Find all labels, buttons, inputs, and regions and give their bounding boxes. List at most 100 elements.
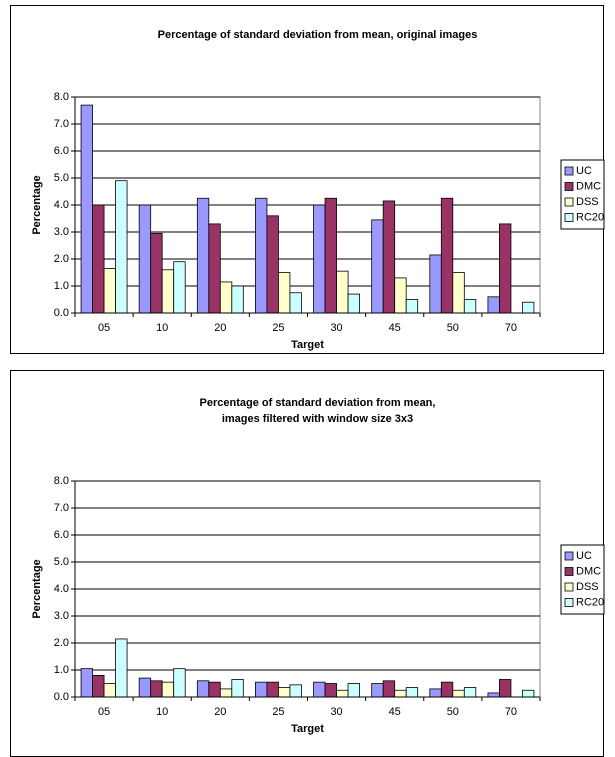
- bar: [173, 261, 186, 314]
- bar: [394, 689, 407, 698]
- chart-title: Percentage of standard deviation from me…: [200, 397, 436, 409]
- bar: [196, 680, 210, 698]
- bar: [313, 204, 326, 314]
- bar: [382, 200, 396, 314]
- y-tick-label: 4.0: [54, 583, 69, 595]
- legend-swatch: [564, 598, 574, 607]
- y-tick-label: 5.0: [54, 556, 69, 568]
- bar: [371, 219, 384, 314]
- x-tick-label: 45: [389, 706, 401, 718]
- bar: [208, 681, 221, 698]
- y-tick-label: 0.0: [54, 307, 69, 319]
- bar: [452, 272, 465, 314]
- y-tick-label: 2.0: [54, 253, 69, 265]
- bar: [161, 681, 175, 698]
- bar: [522, 301, 535, 314]
- y-tick-label: 1.0: [54, 664, 69, 676]
- x-tick-label: 10: [156, 322, 168, 334]
- x-tick-label: 30: [330, 322, 342, 334]
- bar: [463, 299, 477, 314]
- bar: [499, 223, 512, 314]
- bar: [289, 684, 302, 698]
- legend-swatch: [564, 197, 574, 207]
- x-tick-label: 70: [505, 322, 517, 334]
- bar: [161, 269, 175, 314]
- bar: [487, 692, 500, 698]
- y-tick-label: 8.0: [54, 91, 69, 103]
- x-tick-label: 10: [156, 706, 168, 718]
- bar: [138, 204, 152, 314]
- x-tick-label: 25: [272, 322, 284, 334]
- bar: [429, 688, 442, 698]
- bar: [278, 687, 291, 698]
- bar: [196, 197, 210, 314]
- legend-label: DMC: [576, 180, 601, 192]
- bar: [80, 104, 93, 314]
- legend-label: RC20: [576, 211, 604, 223]
- bar: [231, 679, 244, 698]
- y-tick-label: 3.0: [54, 610, 69, 622]
- bar: [487, 296, 500, 314]
- bar: [394, 277, 407, 314]
- x-tick-label: 05: [98, 322, 110, 334]
- y-tick-label: 6.0: [54, 529, 69, 541]
- bar: [231, 285, 244, 314]
- bar: [103, 268, 116, 314]
- legend-swatch: [564, 166, 574, 176]
- legend-swatch: [564, 182, 574, 191]
- bar: [289, 292, 302, 314]
- bar: [278, 272, 291, 314]
- bar: [440, 681, 454, 698]
- legend-swatch: [564, 567, 574, 576]
- x-tick-label: 20: [214, 322, 226, 334]
- bar: [92, 204, 105, 314]
- bar: [266, 215, 279, 314]
- bar: [313, 681, 326, 698]
- x-tick-label: 45: [389, 322, 401, 334]
- bar: [347, 683, 360, 698]
- x-tick-label: 25: [272, 706, 284, 718]
- bar: [405, 687, 419, 698]
- legend-swatch: [564, 213, 574, 222]
- bar: [324, 197, 337, 314]
- x-tick-label: 50: [447, 322, 459, 334]
- bar: [440, 197, 454, 314]
- x-tick-label: 20: [214, 706, 226, 718]
- bar: [347, 293, 360, 314]
- chart-title: images filtered with window size 3x3: [222, 413, 413, 425]
- bar: [138, 677, 152, 698]
- bar: [219, 688, 233, 698]
- bar: [382, 680, 396, 698]
- x-axis-label: Target: [291, 339, 324, 351]
- legend-label: RC20: [576, 596, 604, 608]
- legend-swatch: [564, 551, 574, 561]
- bar: [219, 281, 233, 314]
- legend-label: UC: [576, 165, 592, 177]
- bar: [336, 270, 349, 314]
- bar: [80, 668, 93, 698]
- y-tick-label: 2.0: [54, 637, 69, 649]
- bar: [429, 254, 442, 314]
- bar: [103, 683, 116, 698]
- y-tick-label: 5.0: [54, 172, 69, 184]
- x-tick-label: 05: [98, 706, 110, 718]
- bar: [115, 638, 128, 698]
- bar: [405, 299, 419, 314]
- bar: [255, 681, 268, 698]
- bar: [173, 668, 186, 698]
- legend-label: DMC: [576, 565, 601, 577]
- y-tick-label: 3.0: [54, 226, 69, 238]
- bar: [115, 180, 128, 314]
- bar: [208, 223, 221, 314]
- bar: [522, 689, 535, 698]
- legend-label: DSS: [576, 196, 599, 208]
- chart-title: Percentage of standard deviation from me…: [158, 29, 478, 41]
- y-tick-label: 0.0: [54, 691, 69, 703]
- legend-swatch: [564, 582, 574, 592]
- y-tick-label: 6.0: [54, 145, 69, 157]
- x-tick-label: 70: [505, 706, 517, 718]
- y-axis-label: Percentage: [31, 559, 43, 618]
- bar: [150, 680, 163, 698]
- y-tick-label: 4.0: [54, 199, 69, 211]
